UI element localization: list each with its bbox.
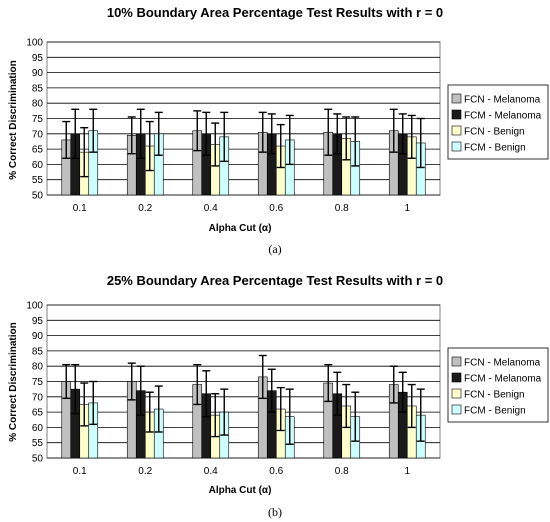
chart-b-x-tick-label: 0.8	[335, 466, 349, 477]
chart-b-legend-swatch	[451, 404, 462, 415]
chart-a-caption: (a)	[268, 242, 281, 256]
chart-b-y-tick-label: 70	[32, 392, 44, 403]
chart-b-x-tick-label: 0.2	[138, 466, 152, 477]
chart-b-y-tick-label: 95	[32, 316, 44, 327]
chart-b-x-tick-label: 0.1	[73, 466, 87, 477]
chart-a-legend-label: FCN - Benign	[464, 127, 525, 138]
chart-a: 10% Boundary Area Percentage Test Result…	[8, 5, 549, 256]
chart-a-y-tick-label: 90	[32, 68, 44, 79]
chart-a-legend-box	[447, 84, 549, 160]
chart-a-legend-swatch	[451, 141, 462, 152]
chart-a-legend-label: FCM - Benign	[464, 143, 526, 154]
chart-a-legend-swatch	[451, 125, 462, 136]
chart-a-x-tick-label: 1	[404, 203, 410, 214]
chart-a-legend-label: FCN - Melanoma	[464, 95, 541, 106]
chart-b-y-tick-label: 50	[32, 454, 44, 465]
chart-a-y-tick-label: 65	[32, 145, 44, 156]
chart-b-y-tick-label: 55	[32, 438, 44, 449]
chart-a-x-tick-label: 0.8	[335, 203, 349, 214]
chart-b-y-axis-label: % Correct Discrimination	[8, 322, 19, 441]
chart-b-y-tick-label: 90	[32, 331, 44, 342]
chart-b-x-tick-label: 1	[404, 466, 410, 477]
chart-b-legend-label: FCN - Benign	[464, 390, 525, 401]
chart-a-x-tick-label: 0.2	[138, 203, 152, 214]
chart-b-y-tick-label: 85	[32, 346, 44, 357]
chart-a-x-tick-label: 0.6	[269, 203, 283, 214]
chart-a-legend-swatch	[451, 93, 462, 104]
chart-b-legend-label: FCM - Benign	[464, 406, 526, 417]
chart-b-x-tick-label: 0.4	[204, 466, 218, 477]
chart-b-title: 25% Boundary Area Percentage Test Result…	[107, 273, 443, 288]
chart-a-y-tick-label: 100	[26, 38, 43, 49]
chart-a-title: 10% Boundary Area Percentage Test Result…	[107, 5, 443, 20]
chart-a-y-tick-label: 80	[32, 99, 44, 110]
chart-b-legend-box	[447, 347, 549, 423]
chart-a-legend-swatch	[451, 109, 462, 120]
chart-b-legend-swatch	[451, 356, 462, 367]
chart-b-x-tick-label: 0.6	[269, 466, 283, 477]
chart-b-y-tick-label: 65	[32, 408, 44, 419]
chart-a-y-tick-label: 50	[32, 191, 44, 202]
chart-a-y-tick-label: 75	[32, 114, 44, 125]
chart-b-x-axis-label: Alpha Cut (α)	[209, 485, 272, 496]
chart-a-y-axis-label: % Correct Discrimination	[8, 60, 19, 179]
chart-a-y-tick-label: 60	[32, 160, 44, 171]
chart-b-legend-label: FCM - Melanoma	[464, 374, 542, 385]
chart-b-caption: (b)	[268, 505, 282, 519]
chart-a-x-tick-label: 0.4	[204, 203, 218, 214]
chart-b-y-tick-label: 75	[32, 377, 44, 388]
chart-a-x-tick-label: 0.1	[73, 203, 87, 214]
chart-a-legend-label: FCM - Melanoma	[464, 111, 542, 122]
chart-b-legend-swatch	[451, 372, 462, 383]
chart-a-y-tick-label: 85	[32, 83, 44, 94]
chart-b-legend-swatch	[451, 388, 462, 399]
chart-b-y-tick-label: 100	[26, 301, 43, 312]
chart-b: 25% Boundary Area Percentage Test Result…	[8, 273, 549, 519]
chart-a-y-tick-label: 55	[32, 175, 44, 186]
chart-a-y-tick-label: 70	[32, 129, 44, 140]
chart-b-legend-label: FCN - Melanoma	[464, 358, 541, 369]
chart-b-y-tick-label: 60	[32, 423, 44, 434]
chart-b-y-tick-label: 80	[32, 362, 44, 373]
chart-a-y-tick-label: 95	[32, 53, 44, 64]
chart-a-legend: FCN - Melanoma FCM - Melanoma FCN - Benign…	[447, 84, 549, 160]
chart-a-x-axis-label: Alpha Cut (α)	[209, 223, 272, 234]
chart-b-legend: FCN - Melanoma FCM - Melanoma FCN - Benign…	[447, 347, 549, 423]
